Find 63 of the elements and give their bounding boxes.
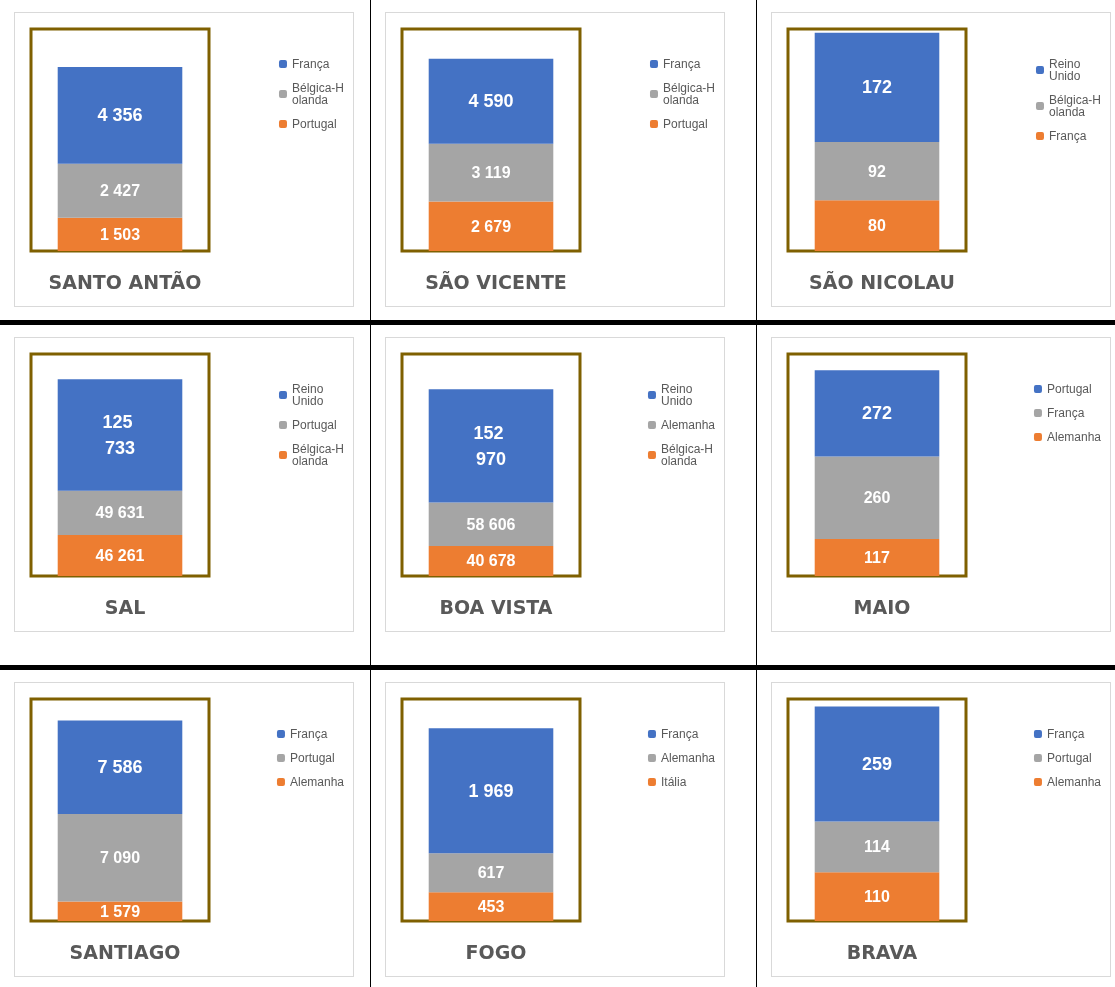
data-label: 453 (477, 898, 505, 916)
text: SÃO NICOLAU (809, 269, 955, 293)
data-label: 7 090 (99, 849, 141, 867)
legend-label: Alemanha (1046, 775, 1102, 789)
data-label: 272 (861, 403, 893, 424)
data-label: 152 970 (473, 422, 509, 469)
legend-label: Bélgica-Holanda (660, 442, 713, 468)
data-label: 117 (864, 548, 891, 566)
legend-label: Bélgica-Holanda (662, 81, 716, 107)
text: FOGO (465, 940, 527, 963)
data-label: 617 (477, 864, 505, 882)
legend-label: França (289, 727, 328, 741)
text: BRAVA (846, 940, 918, 963)
data-label: 260 (863, 489, 891, 507)
data-label: 114 (864, 838, 891, 856)
legend-label: Itália (660, 775, 687, 789)
data-label: 49 631 (95, 504, 145, 522)
legend-label: Bélgica-Holanda (291, 442, 345, 468)
legend-label: Bélgica-Holanda (1048, 93, 1102, 119)
data-label: 259 (861, 754, 893, 775)
legend-label: Portugal (291, 117, 337, 131)
data-label: 2 679 (470, 217, 512, 235)
data-label: 4 356 (97, 105, 143, 126)
data-label: 1 969 (468, 780, 514, 801)
legend-label: Portugal (291, 418, 337, 432)
legend-label: França (1048, 129, 1087, 143)
legend-label: Portugal (1046, 751, 1092, 765)
data-label: 80 (868, 217, 886, 235)
data-label: 7 586 (97, 757, 143, 778)
text: MAIO (853, 595, 911, 618)
legend-label: Bélgica-Holanda (291, 81, 345, 107)
data-label: 58 606 (466, 515, 516, 533)
data-label: 110 (864, 888, 891, 906)
legend-label: Alemanha (660, 751, 716, 765)
data-label: 92 (868, 162, 886, 180)
legend-label: Portugal (289, 751, 335, 765)
data-label: 172 (861, 77, 893, 98)
data-label: 1 579 (99, 902, 141, 920)
text: SÃO VICENTE (425, 269, 567, 293)
data-label: 1 503 (99, 225, 141, 243)
legend-label: França (1046, 727, 1085, 741)
legend-label: Reino Unido (660, 382, 696, 408)
legend-label: Alemanha (1046, 430, 1102, 444)
text: SAL (104, 595, 146, 618)
data-label: 125 733 (102, 412, 138, 459)
data-label: 4 590 (468, 91, 514, 112)
data-label: 46 261 (95, 546, 145, 564)
legend-label: Reino Unido (1048, 57, 1084, 83)
data-label: 40 678 (466, 552, 516, 570)
legend-label: Alemanha (660, 418, 716, 432)
legend-label: Portugal (1046, 382, 1092, 396)
legend-label: França (1046, 406, 1085, 420)
legend-label: França (660, 727, 699, 741)
legend-label: Portugal (662, 117, 708, 131)
data-label: 2 427 (99, 182, 141, 200)
text: SANTO ANTÃO (48, 269, 202, 293)
text: BOA VISTA (439, 595, 553, 618)
legend-label: Alemanha (289, 775, 345, 789)
data-label: 3 119 (471, 164, 511, 182)
legend-label: França (662, 57, 701, 71)
legend-label: França (291, 57, 330, 71)
text: SANTIAGO (69, 940, 181, 963)
legend-label: Reino Unido (291, 382, 327, 408)
